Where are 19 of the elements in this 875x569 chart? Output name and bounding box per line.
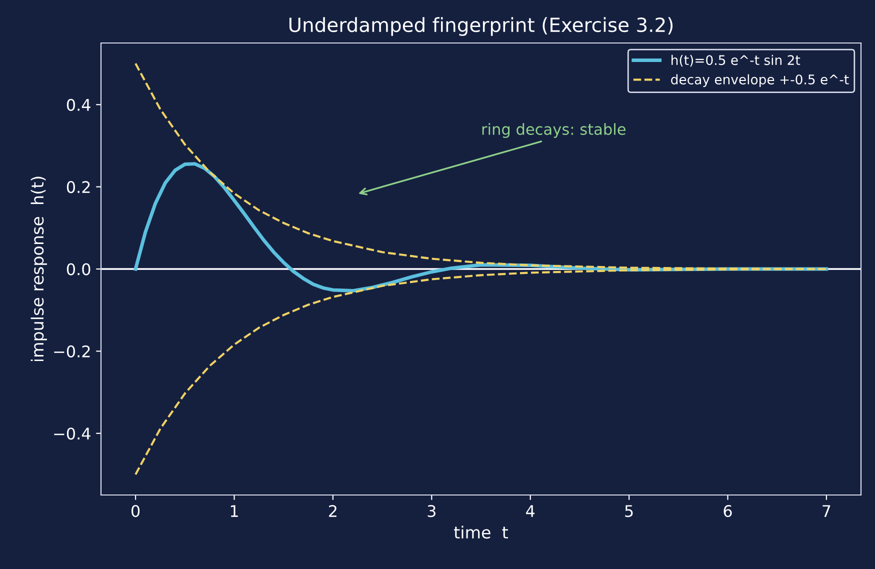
y-tick-label: 0.0 xyxy=(66,263,90,276)
x-tick-label: 1 xyxy=(230,505,238,517)
annotation: ring decays: stable xyxy=(482,123,626,138)
legend-label: decay envelope +-0.5 e^-t xyxy=(671,74,849,88)
x-tick-label: 2 xyxy=(329,505,336,517)
x-tick-label: 7 xyxy=(822,505,830,517)
y-tick-label: −0.2 xyxy=(54,345,90,358)
x-tick-label: 5 xyxy=(625,505,633,518)
y-tick-label: 0.4 xyxy=(66,98,90,111)
y-tick-label: −0.4 xyxy=(54,428,90,440)
y-axis-title: impulse response h(t) xyxy=(30,176,47,362)
x-tick-label: 0 xyxy=(132,505,140,518)
chart-title: Underdamped fingerprint (Exercise 3.2) xyxy=(289,17,673,36)
x-tick-label: 6 xyxy=(724,505,732,518)
legend-label: h(t)=0.5 e^-t sin 2t xyxy=(672,54,800,67)
x-tick-label: 3 xyxy=(428,505,436,518)
x-tick-label: 4 xyxy=(526,505,535,517)
y-tick-label: 0.2 xyxy=(66,181,90,194)
x-axis-title: time t xyxy=(454,526,508,539)
